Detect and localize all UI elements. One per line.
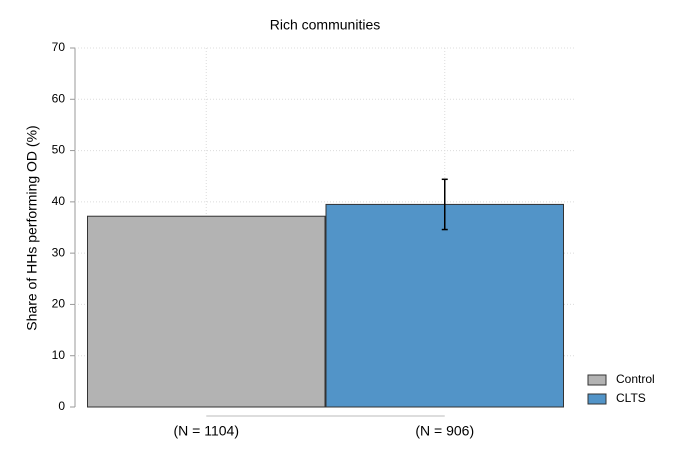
bar	[87, 215, 326, 408]
legend-swatch	[587, 393, 607, 405]
chart-title: Rich communities	[270, 17, 380, 33]
y-tick-label: 20	[52, 297, 66, 311]
y-tick-label: 70	[52, 40, 66, 54]
legend-label: Control	[616, 372, 655, 386]
y-tick-label: 0	[58, 399, 65, 413]
y-tick-label: 30	[52, 245, 66, 259]
bar	[325, 203, 564, 408]
x-tick-label: (N = 906)	[415, 423, 474, 439]
x-tick-label: (N = 1104)	[174, 423, 240, 439]
y-tick-label: 10	[52, 348, 66, 362]
legend-label: CLTS	[616, 391, 646, 405]
y-tick-label: 50	[52, 143, 66, 157]
y-tick-label: 40	[52, 194, 66, 208]
y-axis-label: Share of HHs performing OD (%)	[24, 125, 40, 330]
error-bar	[441, 178, 448, 231]
legend-swatch	[587, 374, 607, 386]
y-tick-label: 60	[52, 91, 66, 105]
